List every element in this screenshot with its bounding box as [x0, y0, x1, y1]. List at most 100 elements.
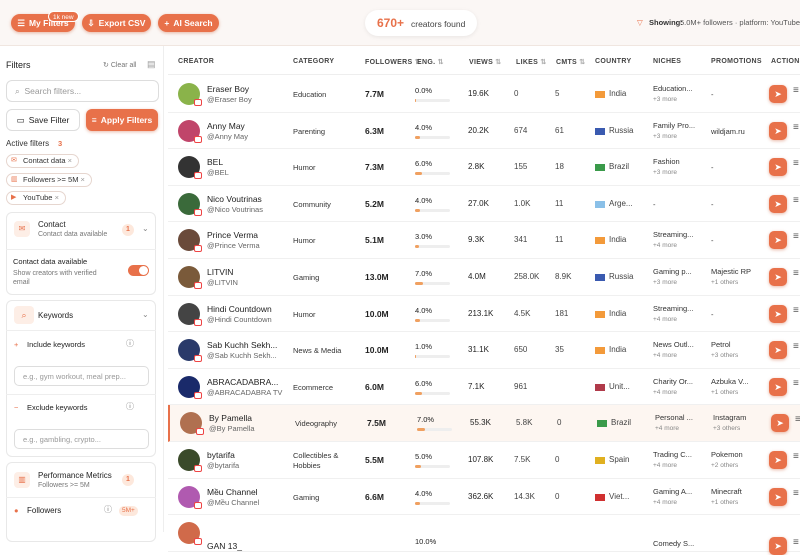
sort-icon[interactable]: ⇅	[538, 59, 547, 66]
column-header[interactable]: COUNTRY	[595, 58, 632, 65]
engagement-bar	[415, 172, 423, 176]
sort-icon[interactable]: ⇅	[493, 59, 502, 66]
menu-button[interactable]: ≡	[793, 304, 799, 316]
menu-button[interactable]: ≡	[793, 158, 799, 170]
menu-button[interactable]: ≡	[793, 487, 799, 499]
table-row[interactable]	[168, 222, 800, 259]
table-row[interactable]	[168, 332, 800, 369]
table-row[interactable]	[168, 76, 800, 113]
send-button[interactable]: ➤	[769, 231, 787, 250]
table-row[interactable]	[168, 186, 800, 223]
engagement-track	[415, 172, 450, 176]
send-button[interactable]: ➤	[769, 341, 787, 360]
niche-more: +4 more	[653, 388, 678, 396]
exclude-input[interactable]: e.g., gambling, crypto...	[14, 429, 149, 449]
send-button[interactable]: ➤	[769, 451, 787, 469]
column-header[interactable]: CREATOR	[178, 58, 215, 65]
send-button[interactable]: ➤	[769, 377, 787, 396]
table-row[interactable]	[168, 442, 800, 479]
column-header[interactable]: CMTS ⇅	[556, 59, 586, 66]
send-button[interactable]: ➤	[769, 487, 787, 506]
menu-button[interactable]: ≡	[793, 537, 799, 549]
column-header[interactable]: ENG. ⇅	[417, 59, 444, 66]
menu-button[interactable]: ≡	[793, 121, 799, 133]
help-icon[interactable]: ⓘ	[104, 505, 112, 514]
chip-close[interactable]: ×	[52, 193, 59, 202]
column-header[interactable]: ACTIONS	[771, 58, 800, 65]
save-filter-button[interactable]: ▭ Save Filter	[6, 109, 80, 131]
engagement-bar	[417, 428, 426, 432]
creator-handle: @Eraser Boy	[207, 95, 252, 104]
send-button[interactable]: ➤	[769, 158, 787, 177]
filter-chip[interactable]: YouTube ×	[6, 191, 66, 205]
column-header[interactable]: CATEGORY	[293, 58, 335, 65]
count-pill	[365, 10, 477, 36]
help-icon[interactable]: ⓘ	[126, 339, 134, 348]
menu-button[interactable]: ≡	[793, 268, 799, 279]
menu-button[interactable]: ≡	[793, 341, 799, 353]
promotion-more: +3 others	[713, 425, 741, 433]
column-header[interactable]: VIEWS ⇅	[469, 59, 502, 66]
creator-name: Prince Verma	[207, 230, 259, 241]
chip-close[interactable]: ×	[65, 156, 72, 165]
creator-name: By Pamella	[209, 413, 252, 424]
column-header[interactable]: FOLLOWERS ⇅	[365, 59, 421, 66]
table-row[interactable]	[168, 259, 800, 296]
clear-all[interactable]: ↻ Clear all	[103, 62, 137, 69]
send-button[interactable]: ➤	[769, 85, 787, 103]
contact-icon: ✉	[14, 221, 30, 237]
engagement: 7.0%	[415, 269, 433, 278]
table-row[interactable]	[168, 515, 800, 552]
menu-button[interactable]: ≡	[793, 85, 799, 96]
category: Humor	[293, 163, 316, 173]
column-header[interactable]: PROMOTIONS	[711, 58, 762, 65]
menu-button[interactable]: ≡	[793, 451, 799, 462]
include-input[interactable]: e.g., gym workout, meal prep...	[14, 366, 149, 386]
engagement: 4.0%	[415, 305, 433, 315]
table-row[interactable]	[168, 369, 800, 406]
sort-icon[interactable]: ⇅	[435, 59, 444, 66]
collapse-icon[interactable]: ▤	[147, 59, 156, 69]
engagement-bar	[415, 208, 420, 212]
sort-icon[interactable]: ⇅	[412, 59, 421, 66]
menu-button[interactable]: ≡	[795, 414, 800, 426]
engagement-bar	[415, 355, 417, 359]
apply-filters-button[interactable]: ≡ Apply Filters	[86, 109, 158, 131]
creator-handle: @bytarifa	[207, 461, 240, 470]
export-button[interactable]: ⇩ Export CSV	[82, 14, 151, 32]
chip-close[interactable]: ×	[78, 174, 85, 184]
ai-search-button[interactable]: + AI Search	[158, 14, 219, 32]
promotion: Pokemon	[711, 450, 743, 459]
menu-button[interactable]: ≡	[793, 194, 799, 206]
send-button[interactable]: ➤	[769, 121, 787, 140]
help-icon[interactable]: ⓘ	[126, 402, 134, 411]
table-row[interactable]	[168, 149, 800, 186]
promotion: Instagram	[713, 413, 747, 423]
send-button[interactable]: ➤	[769, 537, 787, 555]
chevron[interactable]: ⌄	[142, 224, 149, 233]
menu-button[interactable]: ≡	[793, 377, 799, 389]
comments: 0	[555, 455, 560, 464]
filter-chip[interactable]: Followers >= 5M ×	[6, 172, 92, 187]
table-row[interactable]	[168, 479, 800, 516]
column-header[interactable]: LIKES ⇅	[516, 59, 547, 66]
search-input[interactable]: ⌕ Search filters...	[6, 80, 159, 102]
niche-more: +3 more	[653, 132, 678, 140]
chevron[interactable]: ⌄	[142, 310, 149, 319]
send-button[interactable]: ➤	[769, 268, 787, 286]
followers: 5.2M	[365, 198, 384, 209]
table-row[interactable]	[168, 113, 800, 150]
toggle[interactable]	[128, 265, 149, 276]
table-row[interactable]	[168, 405, 800, 442]
send-button[interactable]: ➤	[769, 304, 787, 323]
column-header[interactable]: NICHES	[653, 58, 682, 65]
send-button[interactable]: ➤	[771, 414, 789, 433]
engagement-bar	[415, 99, 416, 102]
menu-button[interactable]: ≡	[793, 231, 799, 243]
table-row[interactable]	[168, 296, 800, 333]
filter-chip[interactable]: Contact data ×	[6, 154, 79, 168]
category: Gaming	[293, 492, 320, 502]
send-button[interactable]: ➤	[769, 194, 787, 213]
sort-icon[interactable]: ⇅	[577, 59, 586, 66]
niche: Education...	[653, 84, 693, 93]
